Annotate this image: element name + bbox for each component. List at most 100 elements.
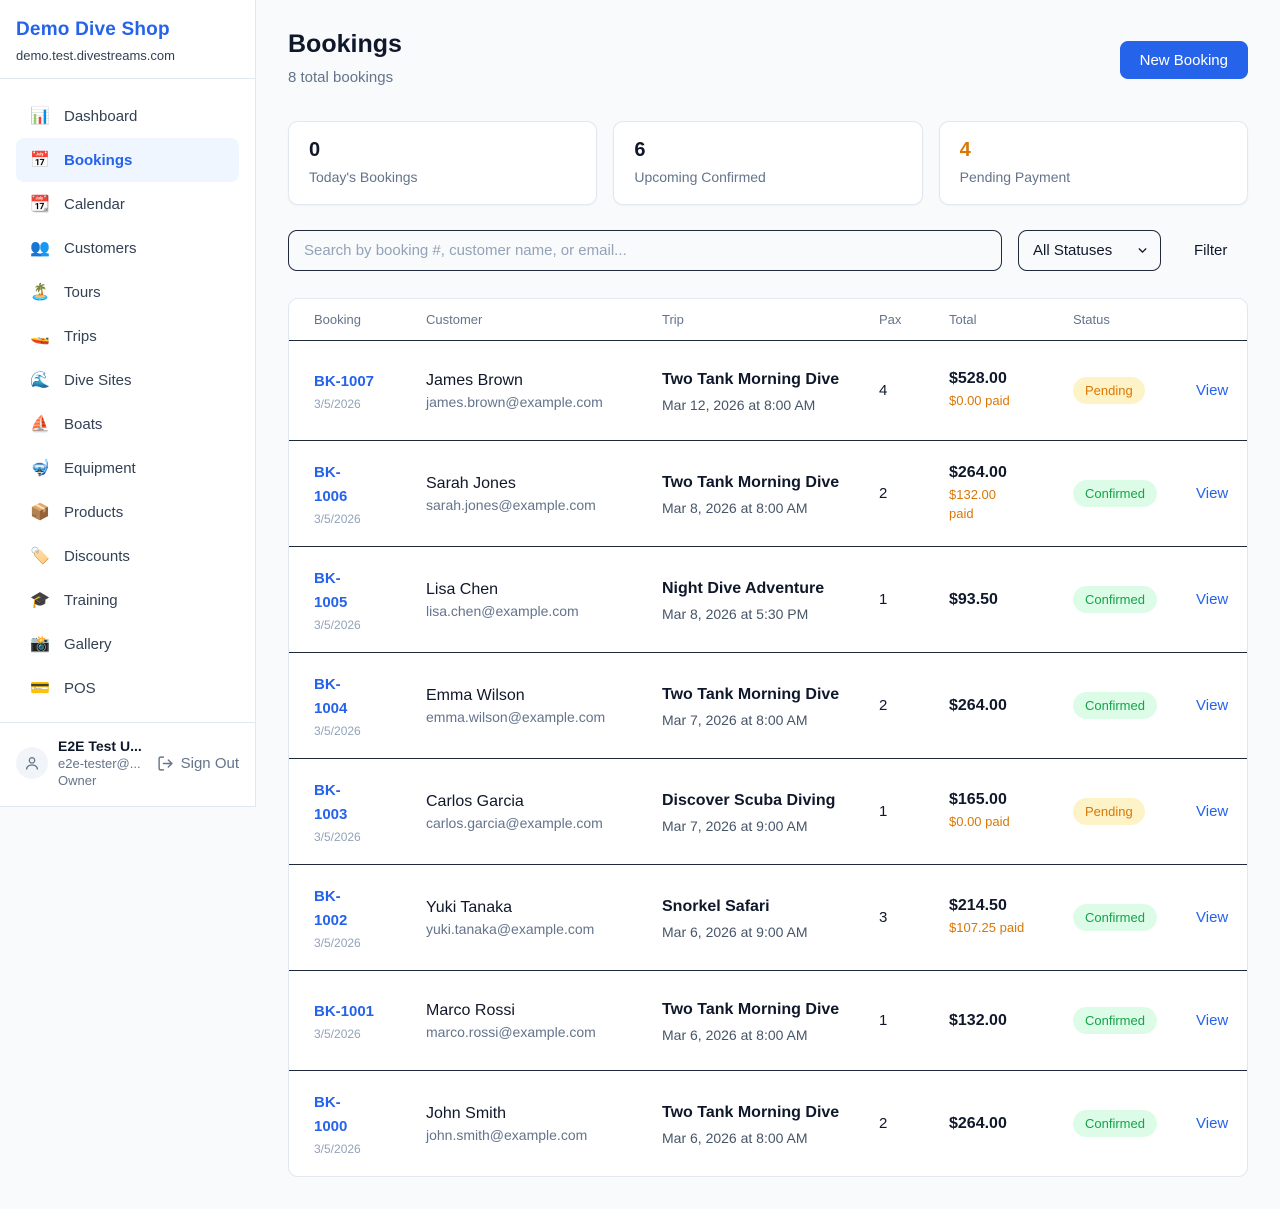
pax-count: 3	[879, 909, 888, 926]
page-subtitle: 8 total bookings	[288, 69, 394, 86]
total-cell: $93.50	[949, 591, 1073, 609]
sign-out-button[interactable]: Sign Out	[157, 755, 239, 772]
booking-id-link[interactable]: BK-1007	[314, 373, 375, 390]
stat-label: Upcoming Confirmed	[634, 169, 766, 185]
booking-cell: BK- 1004 3/5/2026	[314, 673, 426, 738]
booking-id-link[interactable]: BK- 1003	[314, 782, 348, 823]
customer-name: Marco Rossi	[426, 1001, 515, 1019]
view-link[interactable]: View	[1196, 381, 1229, 399]
view-link[interactable]: View	[1196, 1011, 1229, 1029]
sidebar-item-boats[interactable]: ⛵ Boats	[16, 402, 239, 446]
booking-id-link[interactable]: BK- 1002	[314, 888, 348, 929]
sidebar-item-label: Discounts	[64, 547, 130, 565]
trip-time: Mar 8, 2026 at 5:30 PM	[662, 606, 809, 622]
total-cell: $264.00 $132.00 paid	[949, 464, 1073, 524]
page-header: Bookings 8 total bookings New Booking	[288, 30, 1248, 86]
booking-id-link[interactable]: BK-1001	[314, 1003, 375, 1020]
status-badge: Confirmed	[1073, 1110, 1157, 1137]
total-amount: $264.00	[949, 1114, 1007, 1132]
stat-label: Today's Bookings	[309, 169, 418, 185]
user-name: E2E Test U...	[58, 738, 142, 754]
sidebar-item-training[interactable]: 🎓 Training	[16, 578, 239, 622]
sidebar-item-pos[interactable]: 💳 POS	[16, 666, 239, 710]
sidebar-item-icon: 📦	[30, 504, 50, 521]
trip-name: Two Tank Morning Dive	[662, 1001, 840, 1018]
total-amount: $132.00	[949, 1011, 1007, 1029]
pax-count: 1	[879, 591, 888, 608]
view-link[interactable]: View	[1196, 484, 1229, 502]
sidebar-item-label: Gallery	[64, 635, 112, 653]
view-link[interactable]: View	[1196, 802, 1229, 820]
status-cell: Confirmed	[1073, 480, 1196, 507]
pax-count: 2	[879, 485, 888, 502]
total-amount: $165.00	[949, 791, 1007, 809]
customer-name: Emma Wilson	[426, 686, 525, 704]
status-cell: Confirmed	[1073, 1110, 1196, 1137]
customer-cell: James Brown james.brown@example.com	[426, 372, 662, 410]
status-select-value: All Statuses	[1033, 242, 1113, 259]
trip-time: Mar 7, 2026 at 8:00 AM	[662, 712, 808, 728]
avatar	[16, 747, 48, 779]
status-select[interactable]: All Statuses	[1018, 230, 1161, 271]
customer-email: sarah.jones@example.com	[426, 496, 596, 513]
trip-name: Two Tank Morning Dive	[662, 474, 840, 491]
sidebar-item-products[interactable]: 📦 Products	[16, 490, 239, 534]
trip-time: Mar 6, 2026 at 8:00 AM	[662, 1027, 808, 1043]
sidebar-item-dive-sites[interactable]: 🌊 Dive Sites	[16, 358, 239, 402]
booking-date: 3/5/2026	[314, 512, 361, 526]
booking-id-link[interactable]: BK- 1004	[314, 676, 348, 717]
sidebar-item-icon: 🏷️	[30, 548, 50, 565]
page-title: Bookings	[288, 30, 402, 58]
filter-button[interactable]: Filter	[1194, 242, 1228, 259]
booking-id-link[interactable]: BK- 1005	[314, 570, 348, 611]
total-amount: $264.00	[949, 463, 1007, 481]
status-cell: Pending	[1073, 377, 1196, 404]
status-badge: Confirmed	[1073, 692, 1157, 719]
customer-email: lisa.chen@example.com	[426, 602, 579, 619]
stat-card: 0 Today's Bookings	[288, 121, 598, 205]
user-meta: E2E Test U... e2e-tester@... Owner	[58, 738, 142, 788]
trip-cell: Two Tank Morning Dive Mar 7, 2026 at 8:0…	[662, 683, 879, 728]
table-row: BK- 1005 3/5/2026 Lisa Chen lisa.chen@ex…	[289, 547, 1247, 653]
sidebar-item-tours[interactable]: 🏝️ Tours	[16, 270, 239, 314]
sidebar-item-bookings[interactable]: 📅 Bookings	[16, 138, 239, 182]
new-booking-button[interactable]: New Booking	[1119, 41, 1248, 79]
trip-name: Two Tank Morning Dive	[662, 686, 840, 703]
customer-name: Carlos Garcia	[426, 792, 524, 810]
booking-cell: BK- 1000 3/5/2026	[314, 1091, 426, 1156]
booking-cell: BK- 1006 3/5/2026	[314, 461, 426, 526]
column-header-status: Status	[1073, 312, 1110, 327]
view-link[interactable]: View	[1196, 590, 1229, 608]
booking-cell: BK- 1003 3/5/2026	[314, 779, 426, 844]
customer-email: john.smith@example.com	[426, 1126, 588, 1143]
sidebar-item-customers[interactable]: 👥 Customers	[16, 226, 239, 270]
status-badge: Pending	[1073, 798, 1145, 825]
table-body: BK-1007 3/5/2026 James Brown james.brown…	[289, 341, 1247, 1176]
customer-cell: Lisa Chen lisa.chen@example.com	[426, 581, 662, 619]
trip-cell: Snorkel Safari Mar 6, 2026 at 9:00 AM	[662, 895, 879, 940]
pax-count: 2	[879, 697, 888, 714]
sidebar-item-calendar[interactable]: 📆 Calendar	[16, 182, 239, 226]
total-cell: $528.00 $0.00 paid	[949, 370, 1073, 411]
amount-paid: $132.00 paid	[949, 486, 996, 521]
total-amount: $93.50	[949, 590, 998, 608]
sidebar-item-equipment[interactable]: 🤿 Equipment	[16, 446, 239, 490]
view-link[interactable]: View	[1196, 1114, 1229, 1132]
view-link[interactable]: View	[1196, 908, 1229, 926]
total-cell: $214.50 $107.25 paid	[949, 897, 1073, 938]
status-badge: Confirmed	[1073, 1007, 1157, 1034]
amount-paid: $107.25 paid	[949, 920, 1025, 936]
sidebar: Demo Dive Shop demo.test.divestreams.com…	[0, 0, 256, 807]
sidebar-item-trips[interactable]: 🚤 Trips	[16, 314, 239, 358]
chevron-down-icon	[1138, 248, 1147, 253]
search-input[interactable]	[288, 230, 1002, 271]
sidebar-item-label: Trips	[64, 327, 97, 345]
booking-id-link[interactable]: BK- 1000	[314, 1094, 348, 1135]
customer-cell: Yuki Tanaka yuki.tanaka@example.com	[426, 899, 662, 937]
view-link[interactable]: View	[1196, 696, 1229, 714]
sidebar-item-dashboard[interactable]: 📊 Dashboard	[16, 94, 239, 138]
trip-time: Mar 7, 2026 at 9:00 AM	[662, 818, 808, 834]
sidebar-item-discounts[interactable]: 🏷️ Discounts	[16, 534, 239, 578]
booking-id-link[interactable]: BK- 1006	[314, 464, 348, 505]
sidebar-item-gallery[interactable]: 📸 Gallery	[16, 622, 239, 666]
